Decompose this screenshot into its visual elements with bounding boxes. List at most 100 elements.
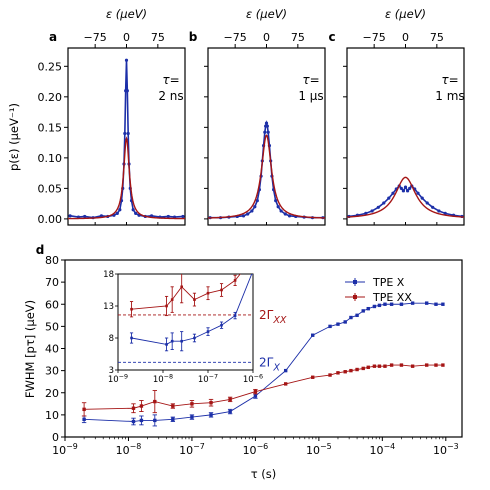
- data-point: [181, 214, 185, 219]
- reference-label: 2ΓX: [259, 355, 280, 373]
- data-point: [263, 130, 267, 134]
- data-point: [279, 209, 283, 213]
- y-tick-label: 0.00: [38, 213, 63, 226]
- data-marker: [180, 285, 183, 289]
- data-marker: [209, 413, 213, 417]
- data-marker: [252, 257, 255, 260]
- data-point: [382, 201, 386, 205]
- panel-c: −75 0 75 ε (μeV) c τ= 1 ms: [328, 7, 465, 226]
- data-marker: [336, 322, 340, 326]
- data-point: [287, 214, 292, 218]
- data-marker: [165, 343, 168, 346]
- data-point: [408, 186, 412, 190]
- panel-b: −75 0 75 ε (μeV) b τ= 1 μs: [189, 7, 326, 226]
- y-tick-label: 0.25: [38, 60, 63, 73]
- data-marker: [389, 302, 394, 306]
- data-marker: [228, 397, 232, 402]
- panel-label: b: [189, 30, 198, 44]
- data-marker: [228, 409, 232, 414]
- data-point: [387, 196, 391, 200]
- panel-d: d 0 10 20 30 40 50 60 70 80 τ (s) TPE X TPE XX: [36, 243, 463, 481]
- data-marker: [328, 373, 332, 377]
- x-tick-label: 10−8: [153, 373, 173, 386]
- x-tick-label: 10−6: [243, 373, 263, 386]
- data-marker: [253, 394, 258, 398]
- y-tick-label: 0.10: [38, 152, 63, 165]
- x-tick-label: 10−6: [243, 442, 269, 457]
- y-tick-label: 20: [45, 387, 59, 400]
- data-point: [274, 198, 278, 203]
- y-tick-label: 0.20: [38, 91, 63, 104]
- legend-label: TPE XX: [372, 291, 412, 304]
- data-marker: [372, 364, 377, 368]
- data-marker: [343, 370, 347, 374]
- inset-frame: [117, 273, 254, 371]
- data-marker: [220, 323, 223, 327]
- data-point: [403, 185, 408, 189]
- data-point: [265, 124, 269, 128]
- data-marker: [171, 404, 175, 408]
- y-tick-label: 3: [109, 366, 114, 376]
- data-marker: [366, 365, 370, 370]
- legend-marker: [353, 295, 357, 299]
- data-marker: [209, 401, 213, 405]
- x-tick-label: 10−4: [370, 442, 396, 457]
- y-tick-label: 10: [45, 409, 59, 422]
- y-tick-label: 0.05: [38, 182, 63, 195]
- inset-plot: [118, 257, 255, 363]
- y-tick-label: 40: [45, 343, 59, 356]
- data-marker: [328, 324, 332, 329]
- y-tick-label: 0: [52, 431, 59, 444]
- x-axis-label: ε (μeV): [106, 7, 147, 21]
- data-marker: [311, 375, 315, 379]
- data-marker: [220, 288, 223, 292]
- tau-label: τ=: [441, 73, 458, 87]
- data-point: [283, 212, 287, 216]
- data-marker: [355, 313, 359, 318]
- x-tick-label: 10−7: [179, 442, 205, 457]
- data-point: [437, 209, 441, 213]
- data-point: [241, 214, 246, 218]
- data-marker: [233, 314, 237, 317]
- data-marker: [372, 304, 377, 309]
- y-tick-label: 30: [45, 365, 59, 378]
- tau-value: 1 μs: [298, 89, 323, 103]
- panel-label: c: [328, 30, 335, 44]
- data-point: [131, 208, 135, 212]
- data-marker: [206, 330, 210, 333]
- data-marker: [349, 315, 353, 320]
- data-point: [264, 121, 269, 125]
- reference-label: 2ΓXX: [259, 308, 287, 326]
- data-marker: [311, 333, 315, 337]
- y-tick-label: 50: [45, 320, 59, 333]
- data-point: [443, 211, 447, 216]
- data-point: [255, 198, 259, 203]
- data-marker: [349, 368, 353, 373]
- data-marker: [165, 304, 168, 308]
- data-point: [115, 211, 119, 216]
- data-marker: [131, 406, 136, 410]
- data-point: [125, 89, 129, 93]
- data-point: [124, 58, 129, 62]
- legend-label: TPE X: [372, 276, 405, 289]
- y-tick-label: 70: [45, 276, 59, 289]
- y-tick-label: 60: [45, 298, 59, 311]
- data-marker: [383, 364, 387, 368]
- data-marker: [130, 307, 133, 311]
- fit-line: [68, 136, 185, 220]
- data-marker: [253, 389, 258, 394]
- data-marker: [193, 298, 196, 301]
- x-tick-label: −75: [363, 31, 386, 44]
- data-marker: [283, 382, 288, 386]
- data-marker: [355, 367, 359, 372]
- panel-label: a: [49, 30, 57, 44]
- panel-a: −75 0 75 0.00 0.05 0.10 0.15 0.20 0.25 ε (μeV) a τ=…: [38, 7, 186, 226]
- x-tick-label: 10−9: [108, 373, 128, 386]
- data-point: [399, 186, 403, 190]
- x-tick-label: −75: [224, 31, 247, 44]
- data-point: [364, 211, 368, 216]
- y-tick-label: 13: [103, 302, 114, 312]
- data-marker: [441, 363, 445, 367]
- data-marker: [190, 415, 194, 419]
- data-marker: [170, 298, 174, 301]
